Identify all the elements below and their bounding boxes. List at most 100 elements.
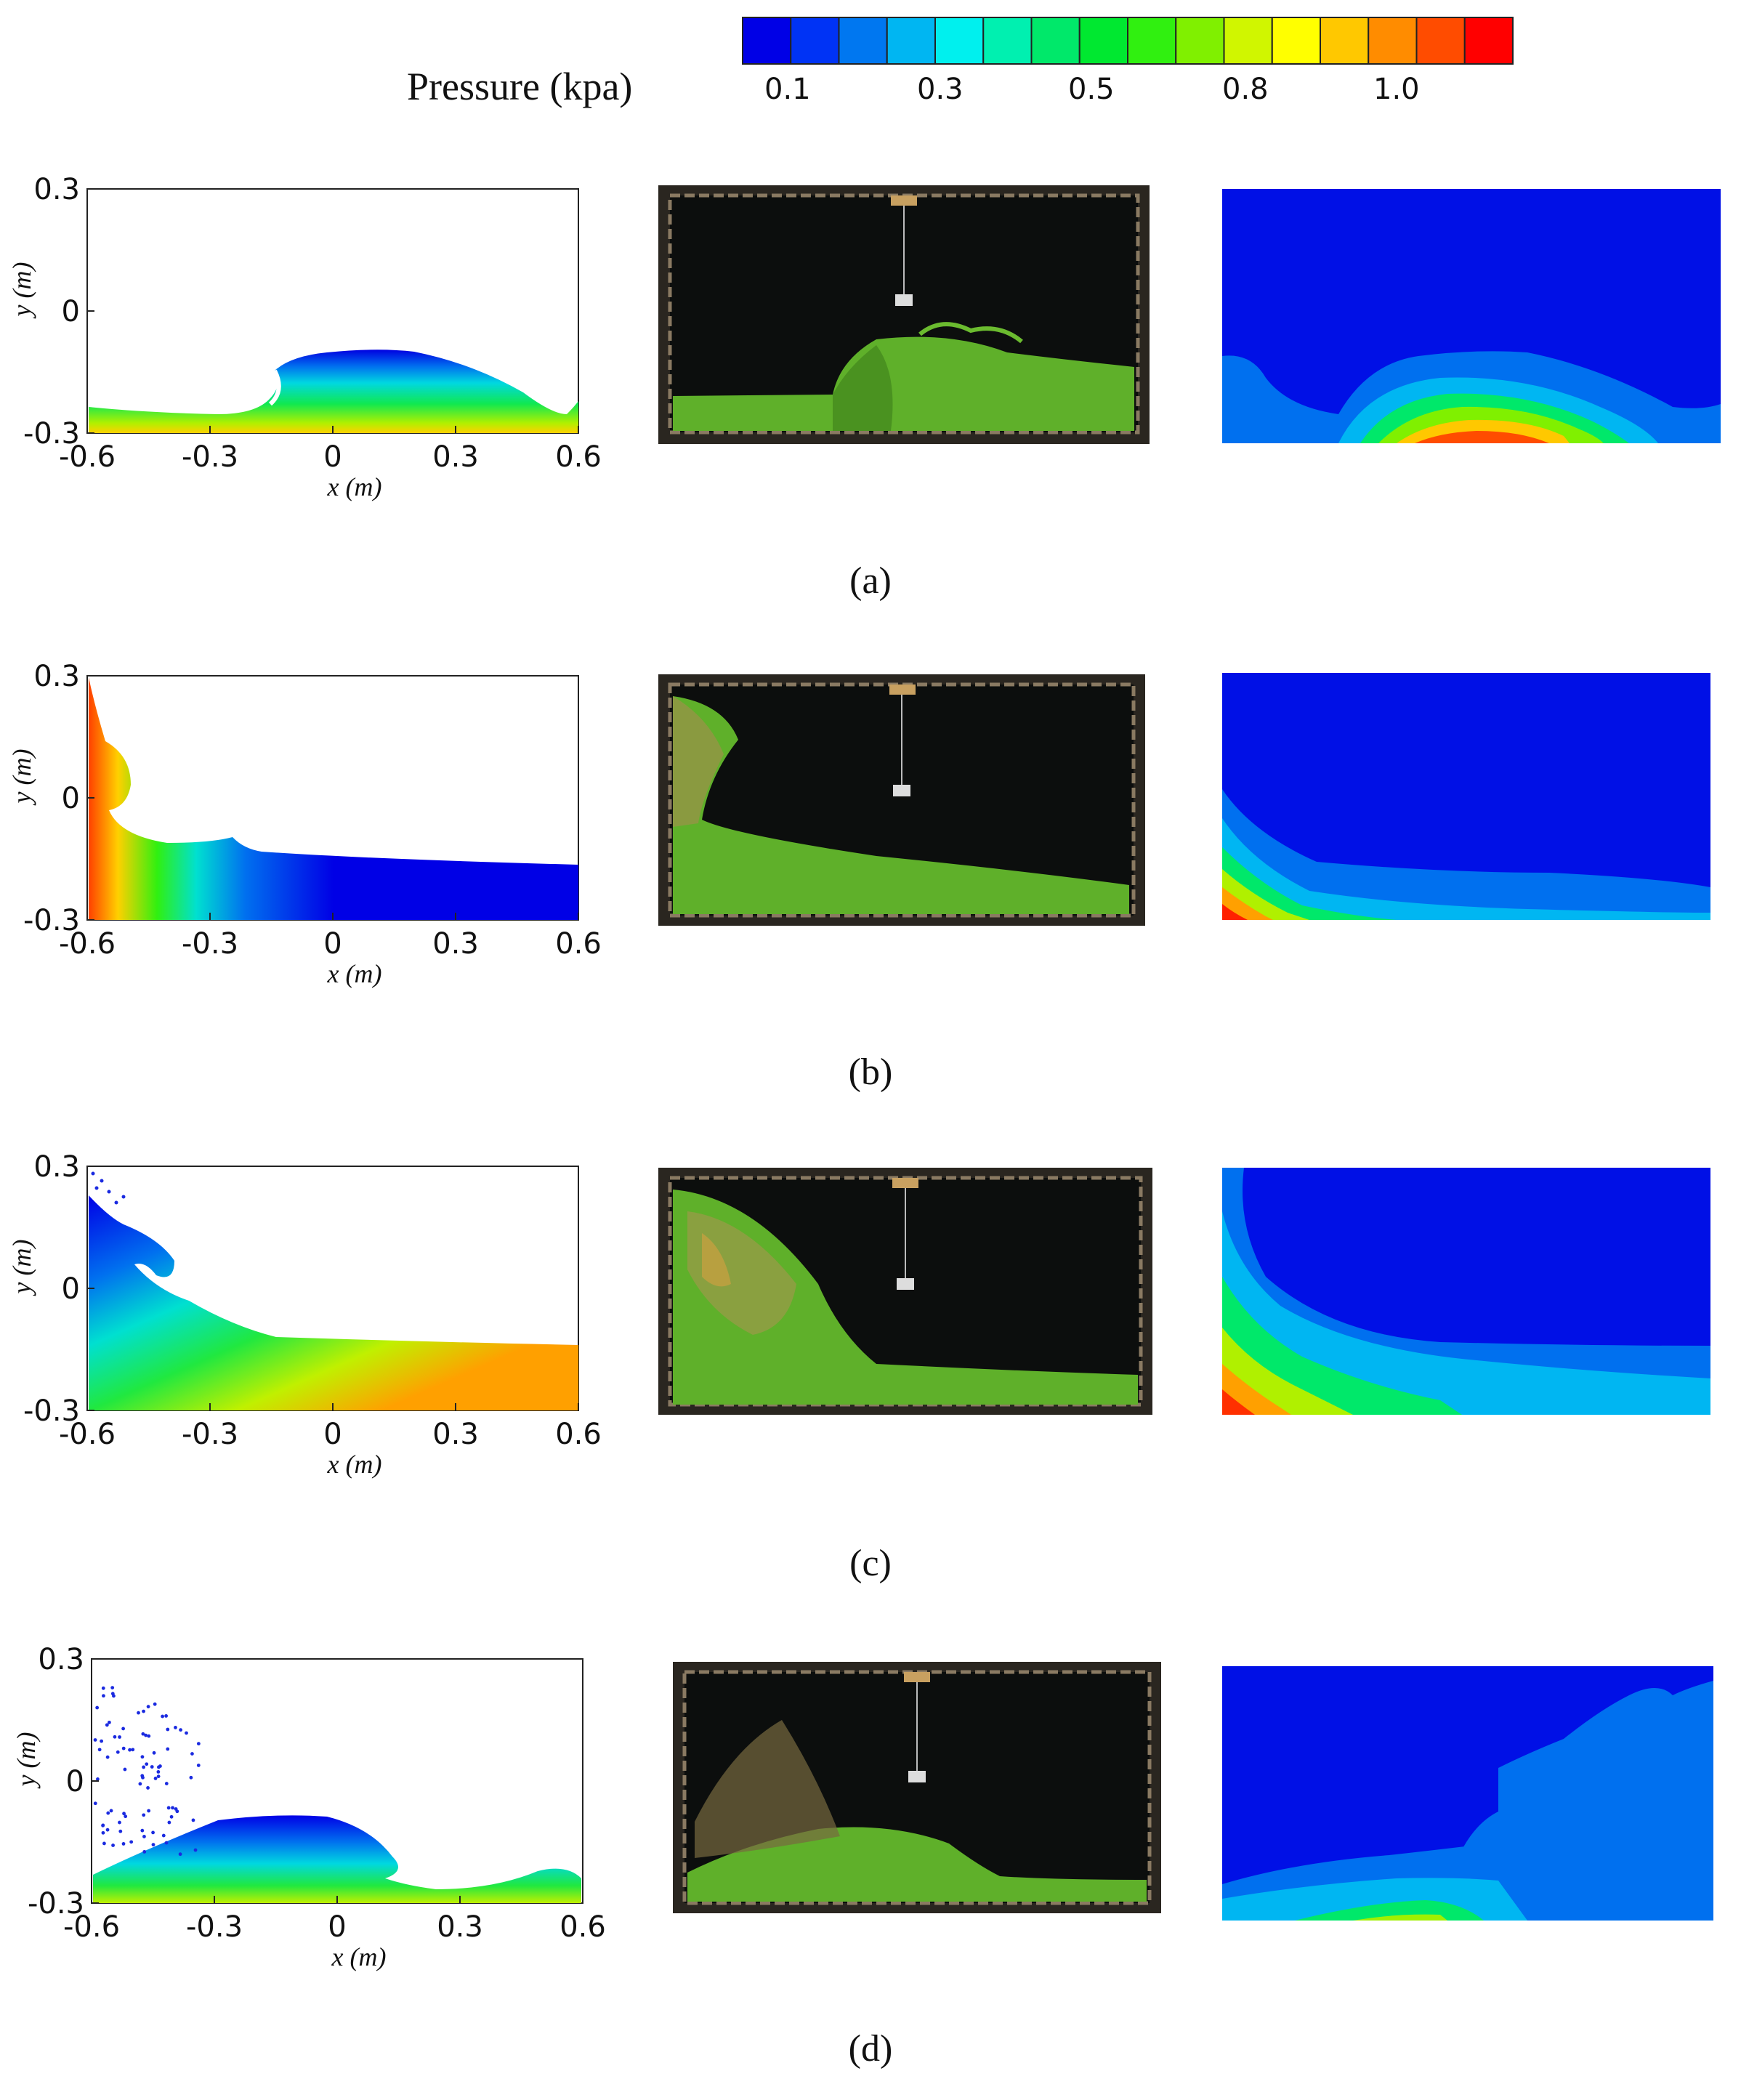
spray-particle [193,1848,198,1852]
spray-particle [101,1830,105,1835]
spray-particle [142,1835,146,1838]
spray-particle [174,1726,177,1729]
spray-particle [121,1746,126,1750]
spray-particle [93,1738,97,1742]
y-axis-title: y (m) [7,262,36,319]
spray-particle [152,1750,156,1755]
x-tick-label: -0.3 [186,1910,243,1944]
y-tick-label: -0.3 [28,1887,84,1921]
caption-a: (a) [849,560,892,602]
x-tick-label: 0.6 [555,1418,602,1451]
spray-particle [118,1735,121,1739]
y-tick-label: 0 [66,1765,84,1798]
spray-particle [138,1782,142,1786]
x-tick-label: 0.3 [432,440,479,474]
colorbar-segment [1368,17,1418,65]
x-tick-label: -0.3 [182,1418,238,1451]
spray-particle [169,1814,174,1819]
y-tick-label: 0.3 [33,174,80,206]
spray-particle [106,1811,110,1815]
spray-particle [140,1828,145,1833]
colorbar-segment [1223,17,1273,65]
spray-particle [128,1748,132,1752]
colorbar-tick-label: 0.3 [917,73,964,106]
spray-particle [189,1775,193,1780]
y-tick-label: 0 [62,782,80,815]
spray-particle [166,1806,171,1810]
spray-particle [96,1777,100,1781]
legend-title: Pressure (kpa) [407,65,633,108]
spray-particle [166,1747,170,1751]
spray-particle [146,1786,150,1790]
spray-particle [137,1711,140,1715]
spray-particle [145,1762,149,1766]
spray-particle [118,1829,123,1833]
x-tick-label: 0 [328,1910,346,1944]
cfd-contour-d [1222,1666,1713,1923]
x-axis-title: x (m) [327,472,382,501]
colorbar-segment [1320,17,1370,65]
y-axis-title: y (m) [7,1240,36,1296]
x-axis-title: x (m) [327,959,382,988]
spray-particle [102,1694,105,1698]
x-tick-label: 0 [323,440,342,474]
spray-particle [111,1843,115,1847]
experiment-photo-c [658,1168,1152,1418]
cfd-contour-c [1222,1168,1710,1418]
spray-particle [153,1777,158,1780]
spray-particle [100,1739,104,1743]
experiment-photo-a [658,185,1150,447]
colorbar-segment [838,17,888,65]
spray-particle [156,1774,161,1779]
pressure-colorbar [742,17,1514,65]
caption-d: (d) [848,2028,893,2069]
colorbar-segment [1415,17,1466,65]
y-tick-label: 0.3 [33,661,80,693]
colorbar-tick-label: 0.1 [764,73,811,106]
colorbar-tick-label: 0.5 [1068,73,1115,106]
experiment-photo-b [658,674,1145,929]
x-tick-label: 0.6 [555,440,602,474]
spray-particle [164,1714,169,1718]
spray-particle [171,1806,174,1810]
x-axis-title: x (m) [331,1942,387,1971]
colorbar-segment [982,17,1033,65]
spray-particle [131,1748,135,1752]
spray-particle [166,1727,170,1732]
spray-particle [161,1833,166,1838]
y-tick-label: -0.3 [23,904,80,937]
spray-particle [105,1755,110,1759]
y-tick-label: 0 [62,295,80,328]
colorbar-segment [790,17,840,65]
spray-particle [190,1752,194,1756]
spray-particle [105,1723,109,1727]
spray-particle [101,1823,105,1828]
caption-b: (b) [848,1051,893,1093]
colorbar-segment [1175,17,1225,65]
spray-particle [178,1852,182,1857]
spray-particle [122,1812,126,1816]
x-tick-label: 0 [323,927,342,961]
spray-particle [110,1692,115,1696]
spray-particle [164,1782,169,1785]
colorbar-segment [886,17,936,65]
panel-c: -0.6 -0.3 0 0.3 0.6 0.3 0 -0.3 x (m) y (m) [0,1150,1710,1489]
spray-particle [142,1813,146,1817]
y-tick-label: -0.3 [23,1394,80,1428]
colorbar-segment [1271,17,1321,65]
spray-particle [141,1732,145,1736]
y-axis-title: y (m) [7,749,36,806]
x-tick-label: 0.3 [432,927,479,961]
caption-c: (c) [849,1543,892,1584]
y-tick-label: 0.3 [38,1643,84,1676]
spray-particle [97,1748,102,1752]
spray-particle [95,1705,100,1710]
spray-particle [174,1807,178,1811]
x-tick-label: 0.3 [437,1910,483,1944]
spray-particle [144,1733,148,1737]
sph-plot-b: -0.6 -0.3 0 0.3 0.60.30-0.3x (m)y (m) [7,660,602,988]
spray-particle [179,1728,182,1732]
spray-particle [124,1814,128,1819]
spray-particle [109,1809,113,1813]
panel-b: -0.6 -0.3 0 0.3 0.6 0.3 0 -0.3 x (m) y (m) [0,660,1710,998]
